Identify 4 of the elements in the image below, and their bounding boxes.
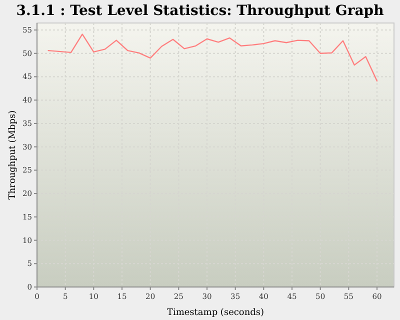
line-series [48, 34, 378, 82]
x-axis-title: Timestamp (seconds) [166, 308, 264, 318]
y-axis-title: Throughput (Mbps) [8, 110, 18, 200]
chart-title: 3.1.1 : Test Level Statistics: Throughput Graph [16, 3, 384, 19]
